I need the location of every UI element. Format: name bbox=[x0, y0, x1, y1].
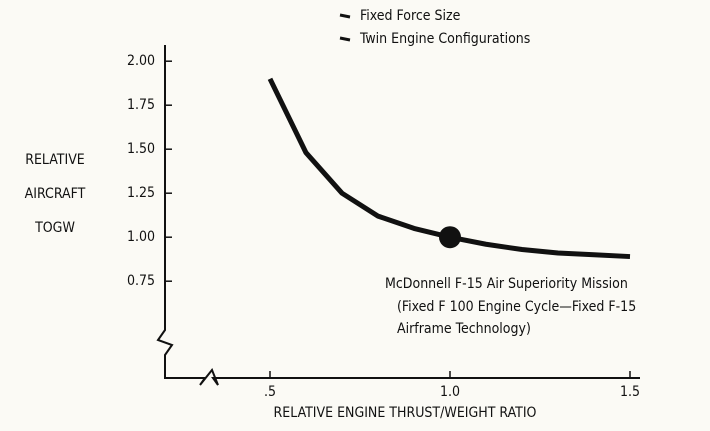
y-tick-label: 1.75 bbox=[127, 97, 155, 113]
x-tick-label: .5 bbox=[264, 384, 276, 400]
x-tick-label: 1.0 bbox=[440, 384, 460, 400]
note-dash bbox=[339, 13, 351, 19]
y-label: TOGW bbox=[34, 220, 75, 236]
y-tick-label: 0.75 bbox=[127, 273, 155, 289]
annotation: McDonnell F-15 Air Superiority Mission bbox=[385, 276, 628, 292]
y-tick-label: 2.00 bbox=[127, 53, 155, 69]
note: Twin Engine Configurations bbox=[359, 31, 530, 47]
note: Fixed Force Size bbox=[360, 8, 461, 24]
marker bbox=[439, 226, 461, 249]
y-tick-label: 1.00 bbox=[127, 229, 155, 245]
axes bbox=[156, 45, 640, 386]
note-dash bbox=[339, 36, 351, 42]
y-tick-label: 1.25 bbox=[127, 185, 155, 201]
annotation: (Fixed F 100 Engine Cycle—Fixed F-15 bbox=[397, 299, 636, 315]
y-label: RELATIVE bbox=[25, 152, 85, 168]
annotation: Airframe Technology) bbox=[397, 321, 531, 337]
x-tick-label: 1.5 bbox=[620, 384, 640, 400]
x-label: RELATIVE ENGINE THRUST/WEIGHT RATIO bbox=[274, 405, 537, 421]
y-tick-label: 1.50 bbox=[127, 141, 155, 157]
y-label: AIRCRAFT bbox=[25, 186, 86, 202]
